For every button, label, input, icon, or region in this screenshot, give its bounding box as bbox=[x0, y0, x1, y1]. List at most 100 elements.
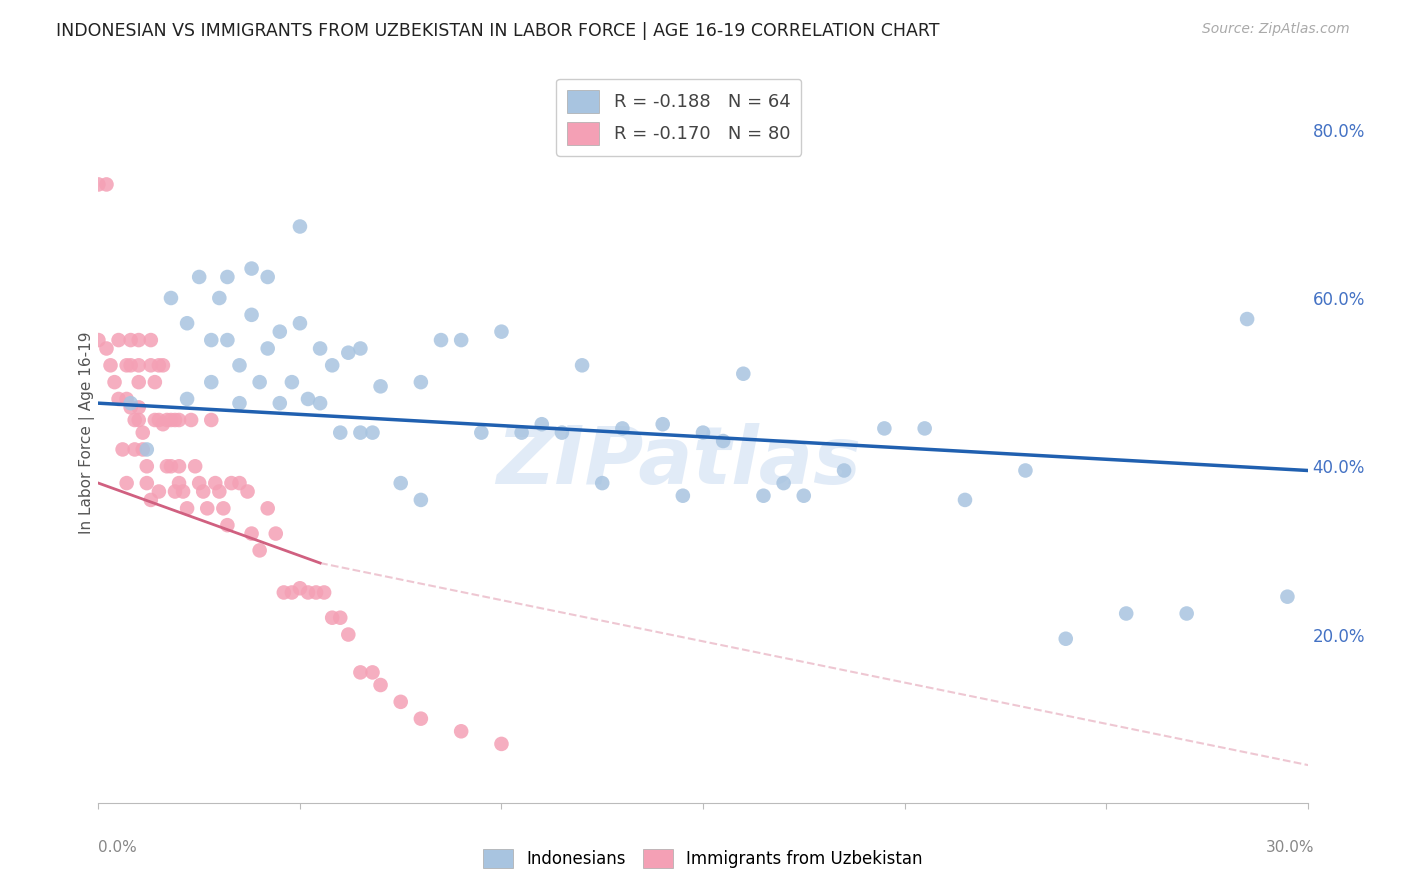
Point bbox=[772, 476, 794, 491]
Point bbox=[314, 585, 336, 599]
Point bbox=[180, 413, 202, 427]
Point bbox=[139, 333, 162, 347]
Point bbox=[591, 476, 613, 491]
Point bbox=[711, 434, 734, 448]
Point bbox=[1014, 463, 1036, 477]
Point bbox=[370, 379, 392, 393]
Point bbox=[297, 392, 319, 406]
Point bbox=[269, 396, 291, 410]
Point bbox=[143, 375, 166, 389]
Point bbox=[176, 316, 198, 330]
Point bbox=[1236, 312, 1258, 326]
Point bbox=[510, 425, 533, 440]
Point bbox=[120, 359, 142, 373]
Point bbox=[370, 678, 392, 692]
Text: Source: ZipAtlas.com: Source: ZipAtlas.com bbox=[1202, 22, 1350, 37]
Point bbox=[612, 421, 634, 435]
Point bbox=[491, 325, 513, 339]
Point bbox=[176, 501, 198, 516]
Point bbox=[217, 270, 239, 285]
Point bbox=[953, 492, 976, 507]
Point bbox=[160, 413, 183, 427]
Point bbox=[491, 737, 513, 751]
Point bbox=[832, 463, 855, 477]
Point bbox=[409, 492, 432, 507]
Point bbox=[1277, 590, 1299, 604]
Point bbox=[309, 396, 332, 410]
Point bbox=[139, 359, 162, 373]
Point bbox=[135, 459, 157, 474]
Point bbox=[389, 476, 412, 491]
Point bbox=[249, 543, 271, 558]
Point bbox=[571, 359, 593, 373]
Point bbox=[132, 425, 155, 440]
Point bbox=[228, 396, 250, 410]
Point bbox=[269, 325, 291, 339]
Point bbox=[228, 476, 250, 491]
Point bbox=[329, 425, 352, 440]
Point bbox=[288, 316, 311, 330]
Point bbox=[107, 392, 129, 406]
Point bbox=[115, 476, 138, 491]
Point bbox=[160, 291, 183, 305]
Point bbox=[120, 401, 142, 415]
Point bbox=[120, 333, 142, 347]
Point bbox=[530, 417, 553, 432]
Point bbox=[132, 442, 155, 457]
Point bbox=[240, 308, 263, 322]
Point bbox=[128, 333, 150, 347]
Point bbox=[156, 413, 179, 427]
Point bbox=[288, 581, 311, 595]
Point bbox=[87, 178, 110, 192]
Point bbox=[128, 401, 150, 415]
Point bbox=[208, 291, 231, 305]
Point bbox=[450, 333, 472, 347]
Point bbox=[236, 484, 259, 499]
Point bbox=[337, 627, 360, 641]
Point bbox=[450, 724, 472, 739]
Point bbox=[200, 375, 222, 389]
Point bbox=[152, 417, 174, 432]
Point bbox=[249, 375, 271, 389]
Point bbox=[87, 333, 110, 347]
Point bbox=[672, 489, 695, 503]
Point bbox=[281, 375, 304, 389]
Text: INDONESIAN VS IMMIGRANTS FROM UZBEKISTAN IN LABOR FORCE | AGE 16-19 CORRELATION : INDONESIAN VS IMMIGRANTS FROM UZBEKISTAN… bbox=[56, 22, 939, 40]
Point bbox=[217, 333, 239, 347]
Text: ZIPatlas: ZIPatlas bbox=[496, 423, 862, 501]
Point bbox=[273, 585, 295, 599]
Point bbox=[240, 526, 263, 541]
Point bbox=[361, 665, 384, 680]
Point bbox=[163, 413, 186, 427]
Point bbox=[195, 501, 218, 516]
Point bbox=[409, 375, 432, 389]
Point bbox=[148, 359, 170, 373]
Point bbox=[176, 392, 198, 406]
Point bbox=[297, 585, 319, 599]
Point bbox=[188, 270, 211, 285]
Point bbox=[733, 367, 755, 381]
Point bbox=[337, 345, 360, 359]
Point bbox=[361, 425, 384, 440]
Point bbox=[281, 585, 304, 599]
Point bbox=[139, 492, 162, 507]
Point bbox=[321, 610, 343, 624]
Point bbox=[200, 333, 222, 347]
Point bbox=[752, 489, 775, 503]
Point bbox=[167, 476, 190, 491]
Point bbox=[349, 665, 371, 680]
Point bbox=[160, 459, 183, 474]
Point bbox=[208, 484, 231, 499]
Point bbox=[217, 518, 239, 533]
Point bbox=[288, 219, 311, 234]
Point bbox=[128, 359, 150, 373]
Point bbox=[309, 342, 332, 356]
Legend: R = -0.188   N = 64, R = -0.170   N = 80: R = -0.188 N = 64, R = -0.170 N = 80 bbox=[557, 78, 801, 156]
Point bbox=[135, 476, 157, 491]
Point bbox=[167, 459, 190, 474]
Point bbox=[111, 442, 134, 457]
Point bbox=[212, 501, 235, 516]
Point bbox=[409, 712, 432, 726]
Point bbox=[152, 359, 174, 373]
Point bbox=[256, 342, 278, 356]
